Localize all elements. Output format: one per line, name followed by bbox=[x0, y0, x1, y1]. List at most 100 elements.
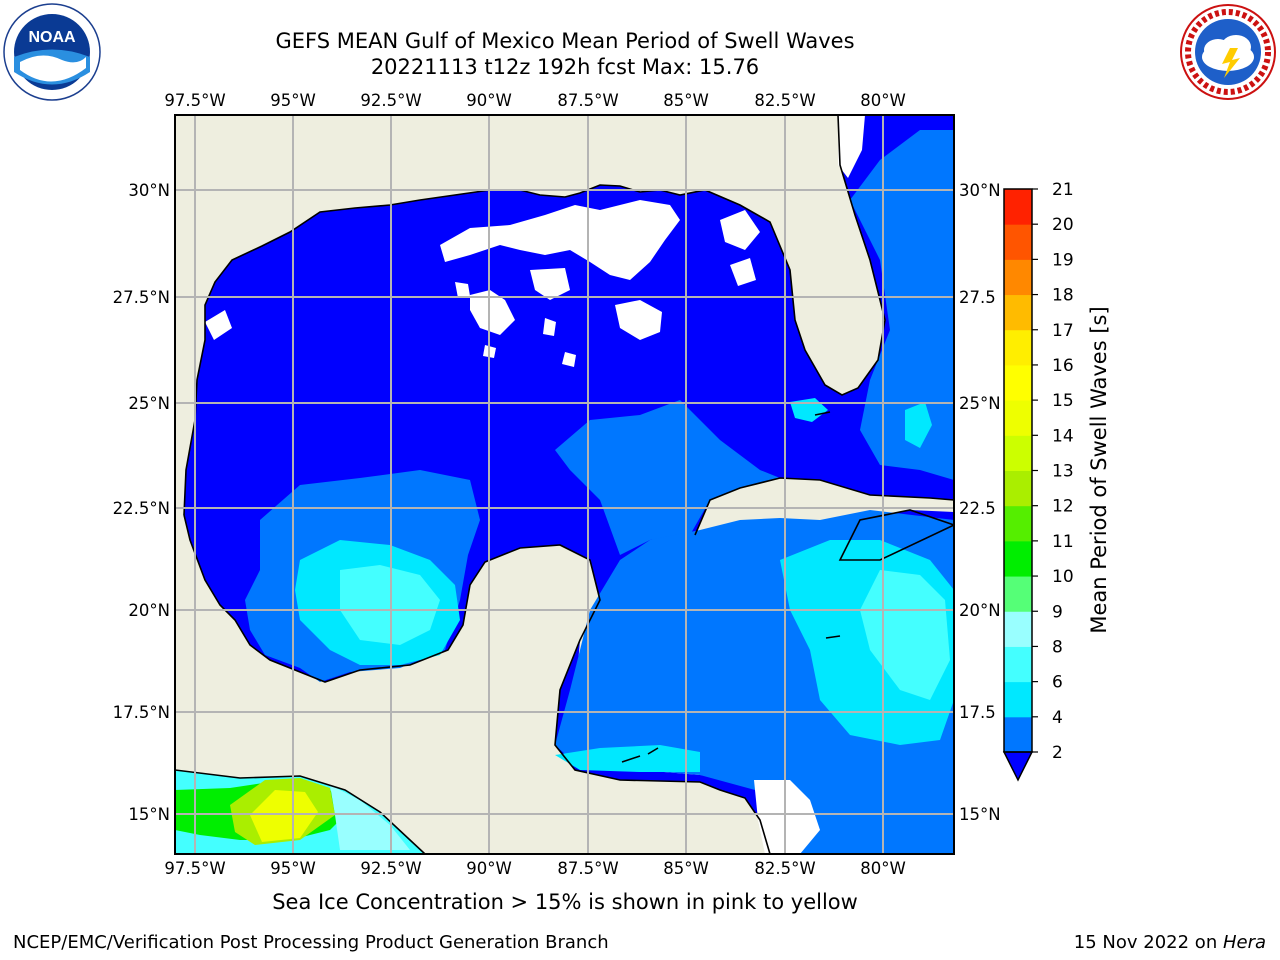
lon-label-top: 97.5°W bbox=[164, 91, 225, 110]
lon-label-top: 90°W bbox=[466, 91, 512, 110]
colorbar-extend-arrow bbox=[1002, 751, 1034, 782]
masked-area-8 bbox=[543, 318, 556, 336]
colorbar-tick-label: 11 bbox=[1052, 532, 1074, 552]
masked-area-3 bbox=[615, 300, 662, 340]
swell-zone-2-4s-1 bbox=[555, 400, 780, 555]
lat-label-right: 15°N bbox=[959, 805, 1001, 824]
colorbar-tick-label: 15 bbox=[1052, 391, 1074, 411]
colorbar-tick-label: 19 bbox=[1052, 250, 1074, 270]
colorbar-tick-label: 16 bbox=[1052, 356, 1074, 376]
swell-zone-4-6s-2 bbox=[555, 745, 700, 772]
lon-label-bottom: 92.5°W bbox=[360, 859, 421, 878]
colorbar-tick-label: 20 bbox=[1052, 215, 1074, 235]
colorbar-bin bbox=[1004, 259, 1032, 296]
lon-label-top: 85°W bbox=[663, 91, 709, 110]
colorbar-tick-label: 18 bbox=[1052, 286, 1074, 306]
lat-label-right: 22.5 bbox=[959, 499, 996, 518]
colorbar-tick-label: 10 bbox=[1052, 567, 1074, 587]
lat-label-left: 17.5°N bbox=[113, 703, 170, 722]
lon-label-top: 82.5°W bbox=[754, 91, 815, 110]
lon-label-top: 92.5°W bbox=[360, 91, 421, 110]
nws-logo bbox=[1180, 4, 1276, 100]
colorbar-bin bbox=[1004, 611, 1032, 647]
colorbar-bin bbox=[1004, 364, 1032, 401]
colorbar-tick-label: 14 bbox=[1052, 426, 1074, 446]
colorbar-tick-label: 8 bbox=[1052, 637, 1063, 657]
masked-area-6 bbox=[838, 115, 865, 178]
lat-label-right: 27.5 bbox=[959, 288, 996, 307]
map-title: GEFS MEAN Gulf of Mexico Mean Period of … bbox=[275, 29, 855, 53]
colorbar-bin bbox=[1004, 470, 1032, 507]
coastline-1 bbox=[183, 514, 771, 854]
lon-label-bottom: 85°W bbox=[663, 859, 709, 878]
map-area bbox=[175, 115, 954, 854]
colorbar-bin bbox=[1004, 224, 1032, 260]
masked-area-5 bbox=[730, 258, 756, 286]
coastline-4 bbox=[175, 769, 426, 854]
lat-label-right: 20°N bbox=[959, 601, 1001, 620]
lat-label-left: 25°N bbox=[128, 394, 170, 413]
coastline-6 bbox=[814, 411, 841, 639]
colorbar-bin bbox=[1004, 646, 1032, 683]
masked-area-0 bbox=[440, 200, 680, 280]
ocean-gulf bbox=[184, 115, 954, 854]
colorbar-bin bbox=[1004, 716, 1032, 753]
footer-date-text: 15 Nov 2022 on bbox=[1073, 932, 1223, 953]
lon-label-bottom: 97.5°W bbox=[164, 859, 225, 878]
colorbar-tick-label: 12 bbox=[1052, 497, 1074, 517]
colorbar-tick-label: 17 bbox=[1052, 321, 1074, 341]
colorbar-bin bbox=[1004, 505, 1032, 542]
lon-label-bottom: 82.5°W bbox=[754, 859, 815, 878]
colorbar-tick-label: 2 bbox=[1052, 743, 1063, 763]
colorbar-tick-label: 4 bbox=[1052, 708, 1063, 728]
colorbar-tick-label: 21 bbox=[1052, 180, 1074, 200]
lat-label-left: 27.5°N bbox=[113, 288, 170, 307]
footer-host: Hera bbox=[1222, 932, 1266, 953]
lat-label-right: 30°N bbox=[959, 181, 1001, 200]
lon-label-top: 95°W bbox=[270, 91, 316, 110]
swell-zone-2-4s-3 bbox=[850, 130, 954, 480]
map-subtitle: 20221113 t12z 192h fcst Max: 15.76 bbox=[370, 55, 760, 79]
masked-area-1 bbox=[470, 290, 515, 335]
footer-date: 15 Nov 2022 on Hera bbox=[1074, 932, 1266, 953]
lat-label-right: 17.5 bbox=[959, 703, 996, 722]
lat-label-right: 25°N bbox=[959, 394, 1001, 413]
colorbar-bin bbox=[1004, 576, 1032, 612]
masked-area-12 bbox=[754, 780, 820, 854]
coastline-5 bbox=[621, 747, 659, 763]
noaa-logo-text: NOAA bbox=[28, 29, 76, 46]
colorbar-bin bbox=[1004, 400, 1032, 436]
lon-label-bottom: 87.5°W bbox=[557, 859, 618, 878]
masked-area-2 bbox=[530, 268, 570, 300]
masked-area-10 bbox=[562, 352, 576, 367]
swell-band-yellow bbox=[250, 790, 318, 842]
swell-zone-4-6s-4 bbox=[905, 402, 932, 448]
colorbar-bin bbox=[1004, 681, 1032, 718]
colorbar-tick-label: 6 bbox=[1052, 673, 1063, 693]
lon-label-bottom: 80°W bbox=[860, 859, 906, 878]
sea-ice-caption: Sea Ice Concentration > 15% is shown in … bbox=[272, 890, 858, 914]
colorbar-bin bbox=[1004, 435, 1032, 471]
colorbar-bin bbox=[1004, 189, 1032, 225]
masked-area-11 bbox=[205, 310, 232, 340]
colorbar-bin bbox=[1004, 329, 1032, 366]
colorbar-label: Mean Period of Swell Waves [s] bbox=[1087, 306, 1111, 633]
masked-area-4 bbox=[720, 210, 760, 250]
footer-credit: NCEP/EMC/Verification Post Processing Pr… bbox=[13, 932, 609, 953]
colorbar-tick-label: 9 bbox=[1052, 602, 1063, 622]
lat-label-left: 22.5°N bbox=[113, 499, 170, 518]
colorbar-tick-label: 13 bbox=[1052, 462, 1074, 482]
lat-label-left: 15°N bbox=[128, 805, 170, 824]
coastline-2 bbox=[694, 477, 954, 536]
masked-area-7 bbox=[455, 282, 470, 298]
lon-label-top: 80°W bbox=[860, 91, 906, 110]
lon-label-bottom: 90°W bbox=[466, 859, 512, 878]
lat-label-left: 30°N bbox=[128, 181, 170, 200]
lat-label-left: 20°N bbox=[128, 601, 170, 620]
noaa-logo: NOAA bbox=[3, 3, 101, 101]
map-frame bbox=[174, 114, 955, 855]
lon-label-bottom: 95°W bbox=[270, 859, 316, 878]
colorbar-bin bbox=[1004, 540, 1032, 577]
colorbar-bin bbox=[1004, 294, 1032, 331]
